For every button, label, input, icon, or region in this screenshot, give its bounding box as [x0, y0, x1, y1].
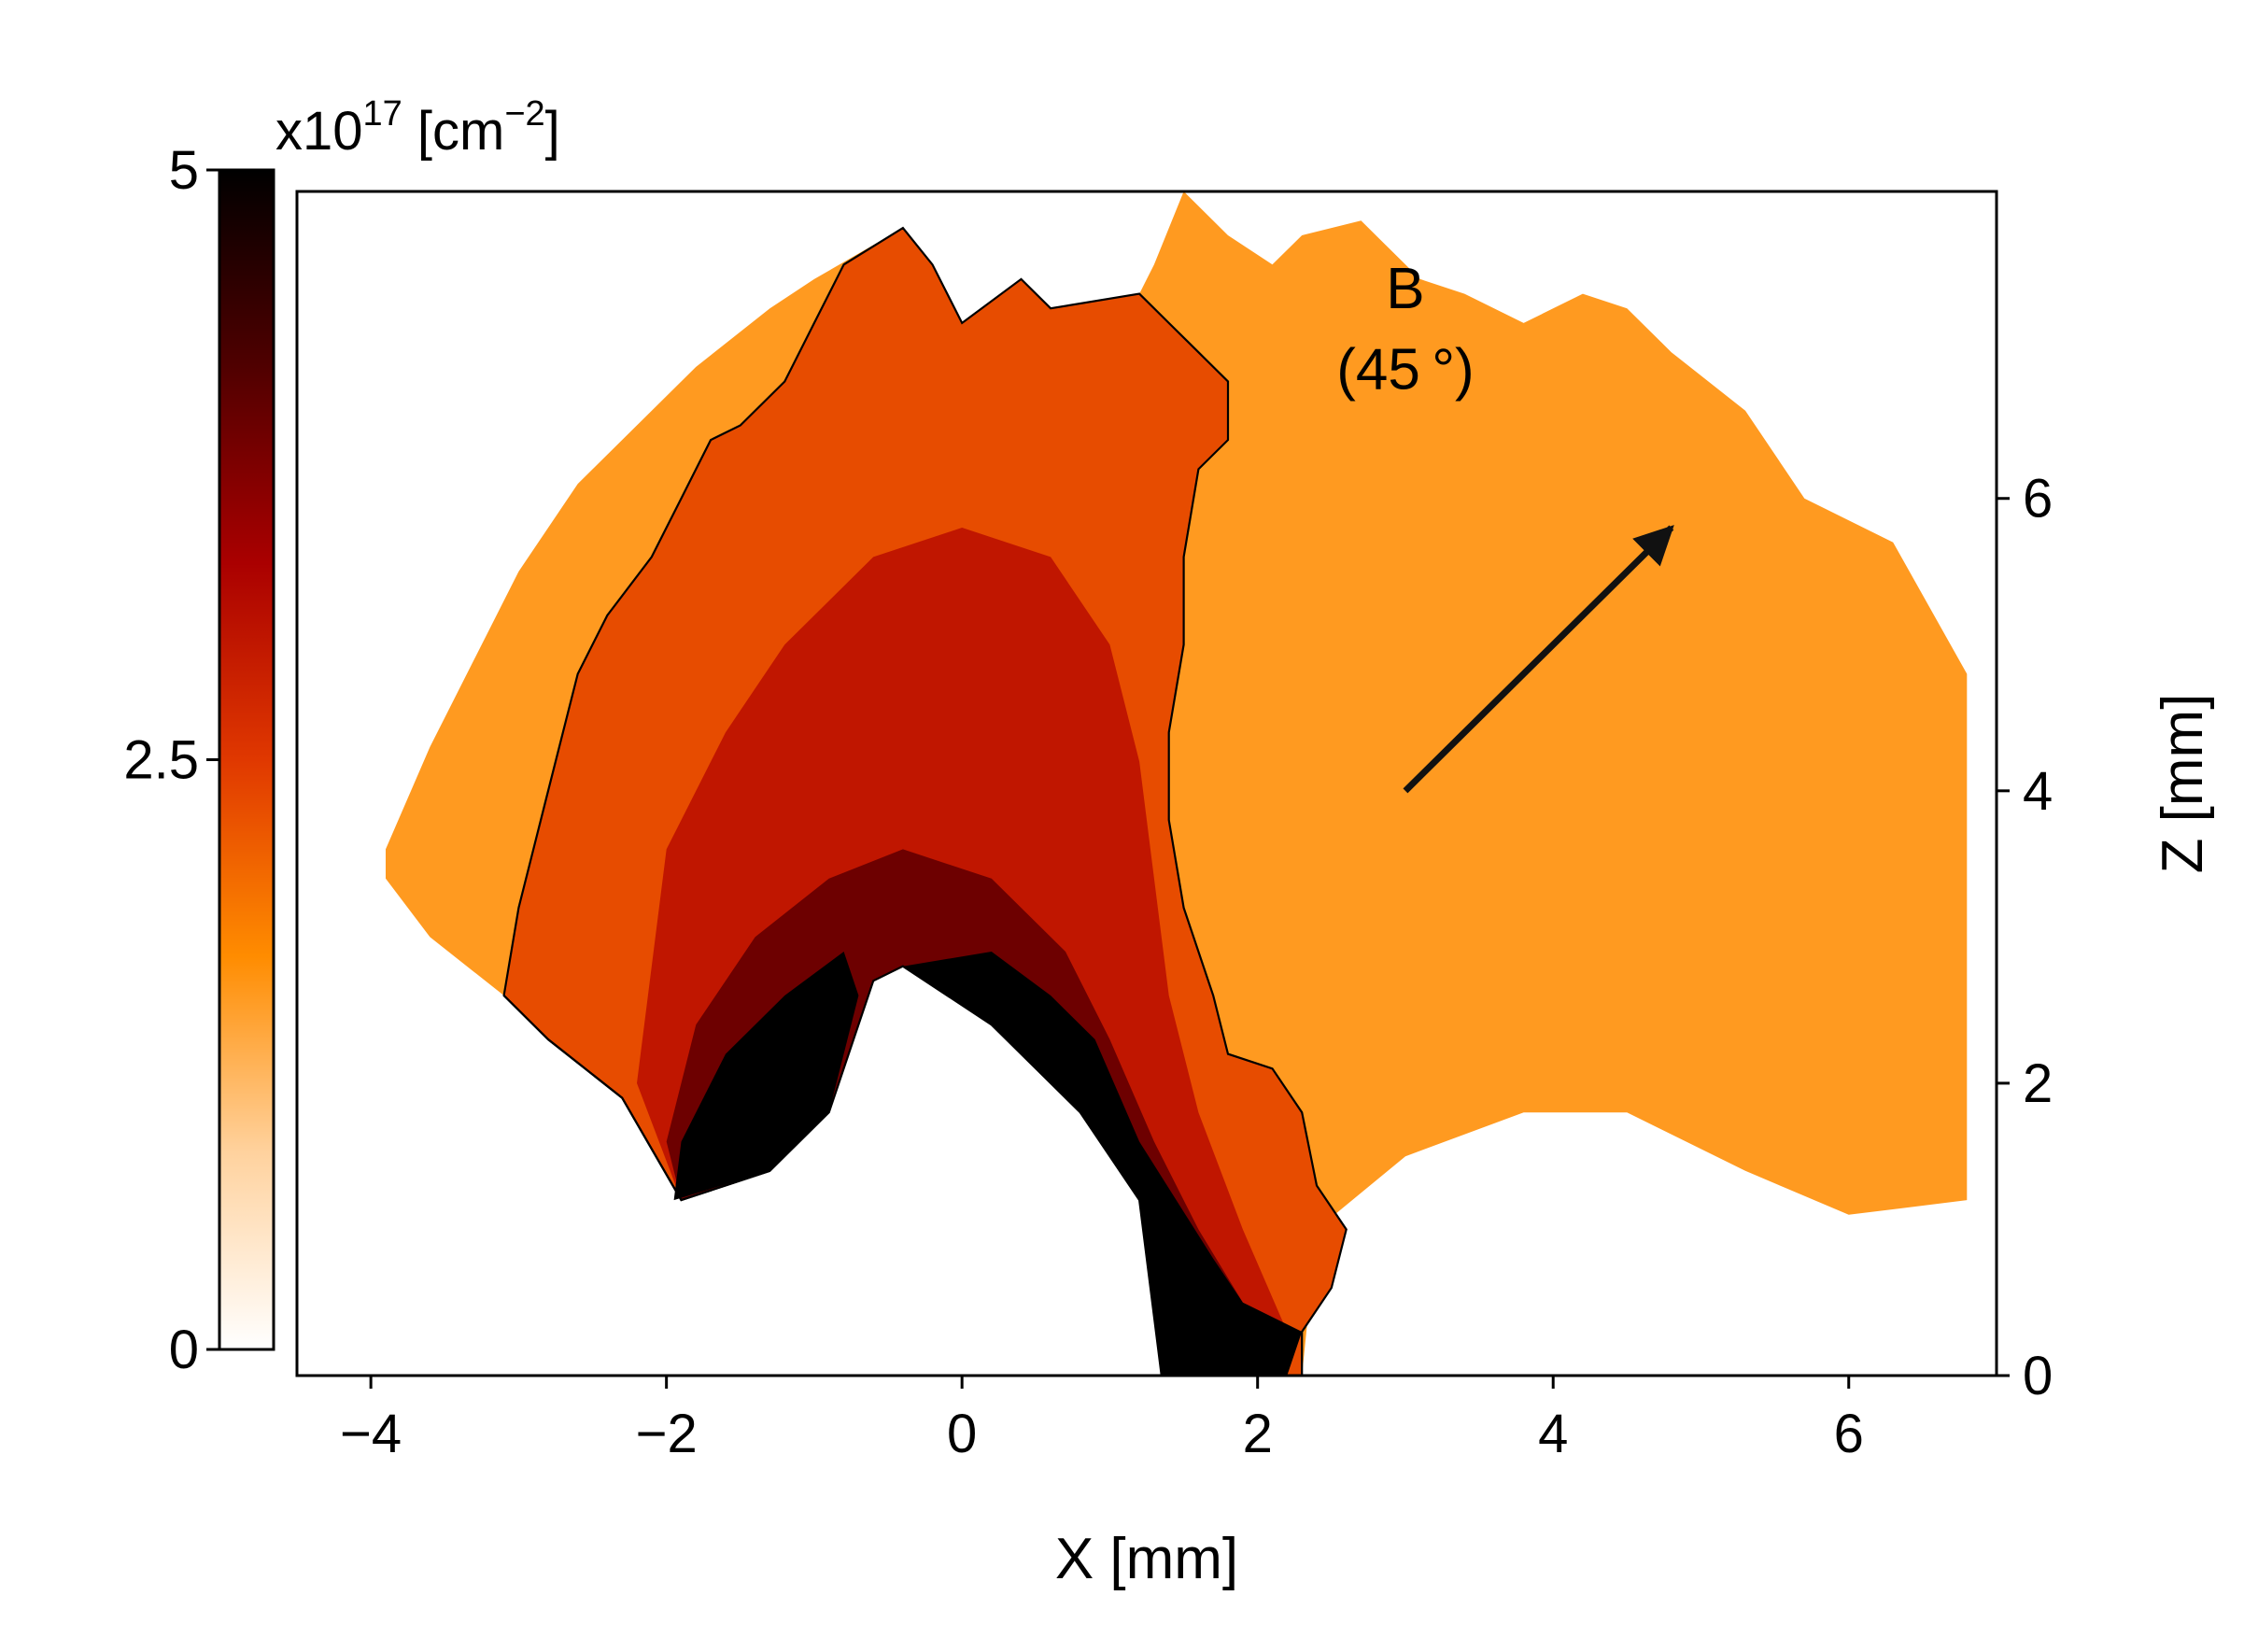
b-field-arrow [1403, 525, 1674, 794]
plot-area: B (45 °) −4 −2 0 2 4 6 0 2 4 6 X [mm] Z [mm] [295, 190, 2215, 1591]
contour-boundary [502, 995, 770, 1202]
colorbar: 02.55 x1017 [cm−2] [123, 94, 559, 1380]
y-tick-label: 6 [2023, 469, 2053, 529]
y-tick-label: 0 [2023, 1346, 2053, 1406]
colorbar-tick-label: 2.5 [123, 730, 199, 791]
b-field-label: B [1386, 257, 1424, 321]
contour-lines [502, 226, 1348, 1376]
heatmap-region [673, 952, 859, 1201]
heatmap-region [902, 952, 1303, 1376]
x-tick-label: −2 [636, 1404, 698, 1464]
field-annotation: B (45 °) [1336, 257, 1674, 794]
colorbar-label: x1017 [cm−2] [275, 94, 560, 162]
colorbar-ticks: 02.55 [123, 140, 219, 1380]
y-tick-label: 4 [2023, 761, 2053, 822]
x-axis-ticks: −4 −2 0 2 4 6 [340, 1376, 1864, 1464]
colorbar-gradient [218, 168, 275, 1351]
colorbar-tick-label: 0 [169, 1320, 199, 1380]
b-field-angle: (45 °) [1336, 337, 1474, 402]
x-tick-label: 2 [1243, 1404, 1273, 1464]
x-axis-label: X [mm] [1055, 1527, 1238, 1591]
plot-frame [295, 190, 1998, 1377]
y-axis-label: Z [mm] [2151, 694, 2215, 874]
contour-line [502, 226, 1348, 1376]
heatmap-regions [386, 191, 1968, 1376]
x-tick-label: 0 [947, 1404, 977, 1464]
x-tick-label: 6 [1834, 1404, 1864, 1464]
x-tick-label: 4 [1538, 1404, 1568, 1464]
x-tick-label: −4 [340, 1404, 402, 1464]
colorbar-tick-label: 5 [169, 140, 199, 201]
y-tick-label: 2 [2023, 1053, 2053, 1114]
y-axis-ticks: 0 2 4 6 [1997, 469, 2053, 1406]
